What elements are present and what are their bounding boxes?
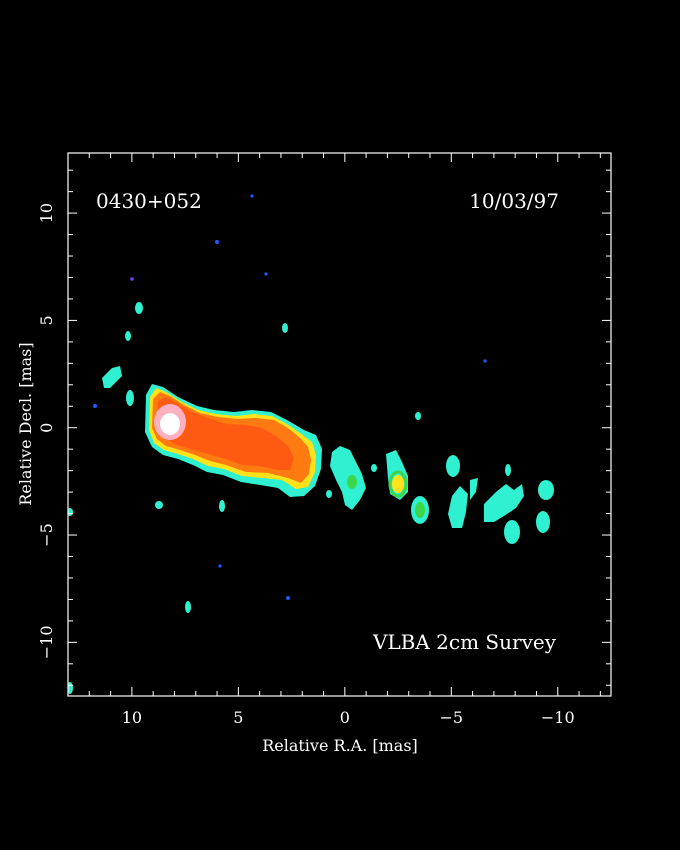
- source-label: 0430+052: [96, 189, 202, 213]
- speck-8: [286, 596, 290, 600]
- knot-3-core: [415, 502, 425, 518]
- y-axis-title: Relative Decl. [mas]: [16, 342, 35, 505]
- y-tick-label: 0: [37, 423, 56, 433]
- knot-10: [538, 480, 554, 500]
- jet-red-contour: [157, 397, 294, 470]
- knot-1-core: [347, 475, 357, 489]
- blob-5: [282, 323, 288, 333]
- speck-7: [218, 564, 222, 568]
- knot-2-mid: [388, 470, 408, 498]
- speck-3: [264, 272, 268, 276]
- knot-7: [484, 484, 524, 522]
- axis-ticks: [68, 153, 611, 696]
- speck-4: [130, 277, 134, 281]
- x-axis-title: Relative R.A. [mas]: [262, 736, 418, 755]
- jet-emission: [68, 194, 554, 694]
- blob-upstream-2: [126, 390, 134, 406]
- plot-frame: [67, 152, 612, 697]
- blob-9: [185, 601, 191, 613]
- blob-upstream-3: [135, 302, 143, 314]
- core-white-peak: [160, 413, 180, 435]
- y-tick-label: −10: [37, 625, 56, 659]
- knot-5: [448, 486, 468, 528]
- y-tick-label: 10: [37, 203, 56, 223]
- blob-8: [219, 500, 225, 512]
- y-tick-label: −5: [37, 523, 56, 547]
- knot-12: [326, 490, 332, 498]
- knot-4: [446, 455, 460, 477]
- axis-tick-labels: 10 5 0 −5 −10 10 5 0 −5 −10: [37, 203, 575, 727]
- speck-6: [483, 359, 487, 363]
- blob-6: [415, 412, 421, 420]
- x-tick-label: −5: [439, 708, 463, 727]
- speck-2: [215, 240, 219, 244]
- x-tick-label: 10: [122, 708, 142, 727]
- knot-6: [470, 478, 478, 500]
- knot-11: [505, 464, 511, 476]
- x-tick-label: 5: [233, 708, 243, 727]
- knot-8: [504, 520, 520, 544]
- knot-9: [536, 511, 550, 533]
- speck-1: [250, 194, 254, 198]
- blob-upstream-4: [125, 331, 131, 341]
- y-tick-label: 5: [37, 315, 56, 325]
- x-tick-label: −10: [541, 708, 575, 727]
- knot-2-core: [392, 475, 404, 493]
- date-label: 10/03/97: [469, 189, 559, 213]
- knot-13: [371, 464, 377, 472]
- blob-upstream-1: [102, 366, 122, 388]
- survey-label: VLBA 2cm Survey: [372, 630, 557, 654]
- speck-5: [93, 404, 97, 408]
- x-tick-label: 0: [340, 708, 350, 727]
- blob-7: [155, 501, 163, 509]
